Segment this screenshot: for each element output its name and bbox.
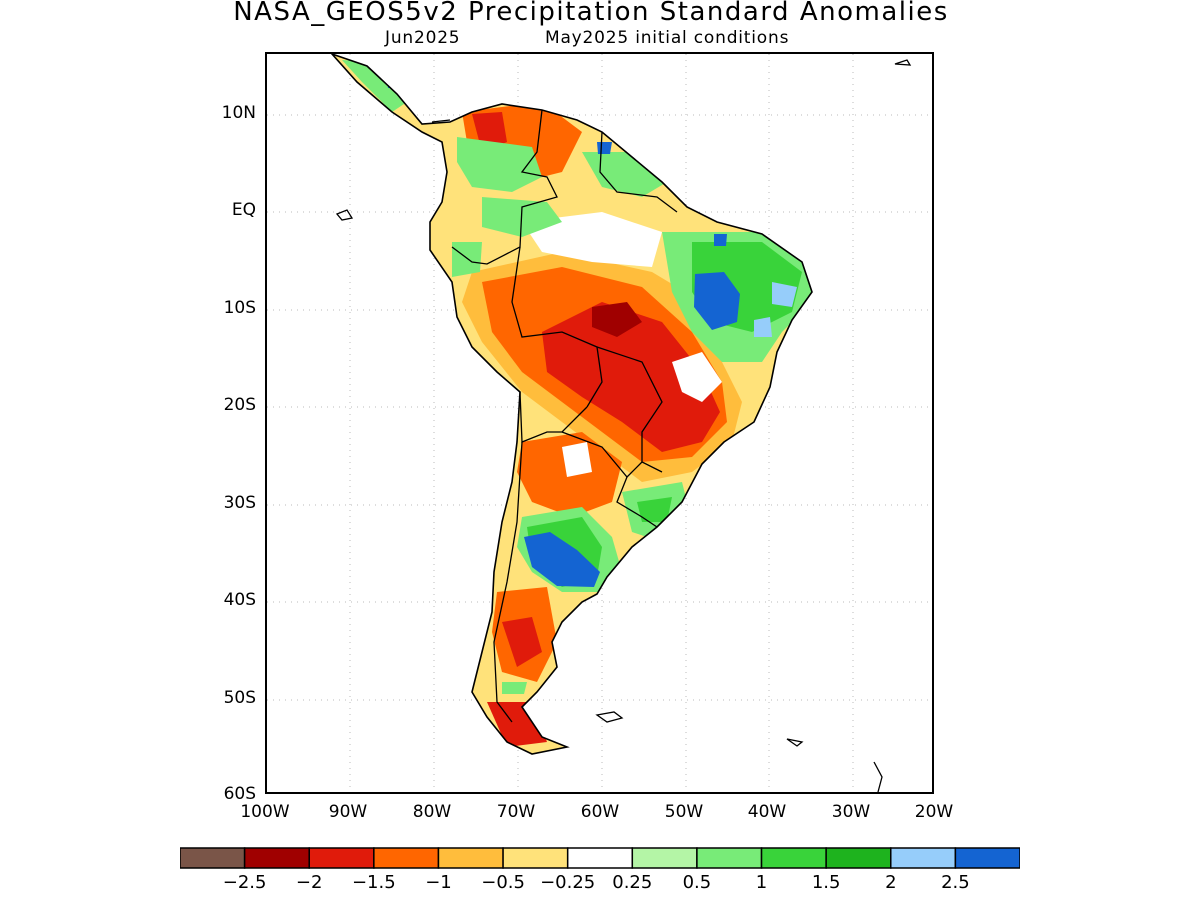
- lon-label-70w: 70W: [496, 802, 536, 822]
- colorbar-swatch-2: [308, 847, 375, 869]
- lat-label-30s: 30S: [223, 493, 256, 513]
- colorbar-swatch-10: [825, 847, 892, 869]
- colorbar: [180, 847, 1020, 869]
- very-wet-pampas: [524, 532, 600, 587]
- very-wet-northeast: [694, 272, 740, 330]
- lat-label-40s: 40S: [223, 590, 256, 610]
- wet-region-central-america: [342, 60, 407, 112]
- chart-title: NASA_GEOS5v2 Precipitation Standard Anom…: [233, 0, 949, 27]
- map-panel: [265, 52, 934, 794]
- country-borders: [451, 109, 678, 723]
- lat-label-10n: 10N: [221, 103, 256, 123]
- lat-label-20s: 20S: [223, 395, 256, 415]
- colorbar-swatch-3: [373, 847, 440, 869]
- colorbar-swatch-0: [180, 847, 246, 869]
- lon-label-60w: 60W: [580, 802, 620, 822]
- colorbar-label-4: −0.5: [481, 872, 525, 893]
- lon-label-40w: 40W: [747, 802, 787, 822]
- lon-label-50w: 50W: [664, 802, 704, 822]
- colorbar-label-8: 1: [755, 872, 768, 893]
- colorbar-swatch-7: [631, 847, 698, 869]
- colorbar-swatch-9: [760, 847, 827, 869]
- lat-label-eq: EQ: [231, 200, 256, 220]
- colorbar-swatch-5: [502, 847, 569, 869]
- lon-label-80w: 80W: [412, 802, 452, 822]
- lon-label-100w: 100W: [240, 802, 290, 822]
- lon-label-30w: 30W: [831, 802, 871, 822]
- colorbar-label-7: 0.5: [682, 872, 712, 893]
- anomaly-map: [267, 54, 932, 792]
- colorbar-label-10: 2: [885, 872, 897, 893]
- lat-label-10s: 10S: [223, 298, 256, 318]
- colorbar-label-6: 0.25: [612, 872, 653, 893]
- colorbar-swatches: [180, 847, 1020, 869]
- colorbar-swatch-11: [890, 847, 957, 869]
- colorbar-swatch-6: [566, 847, 634, 869]
- wet-region-colombia: [457, 137, 542, 192]
- colorbar-swatch-12: [954, 847, 1020, 869]
- colorbar-swatch-1: [243, 847, 310, 869]
- neutral-amazon: [522, 212, 662, 267]
- lon-label-20w: 20W: [914, 802, 954, 822]
- colorbar-label-9: 1.5: [811, 872, 841, 893]
- colorbar-label-0: −2.5: [222, 872, 267, 893]
- lat-label-50s: 50S: [223, 688, 256, 708]
- lon-label-90w: 90W: [328, 802, 368, 822]
- colorbar-label-5: −0.25: [540, 872, 596, 893]
- colorbar-label-1: −2: [295, 872, 323, 893]
- colorbar-label-11: 2.5: [941, 872, 970, 893]
- colorbar-label-2: −1.5: [351, 872, 396, 893]
- islands: [335, 59, 912, 792]
- dry-spot-mato-grosso: [592, 302, 642, 337]
- lat-label-60s: 60S: [223, 784, 256, 804]
- colorbar-swatch-4: [437, 847, 504, 869]
- forecast-month: Jun2025: [385, 28, 461, 48]
- colorbar-swatch-8: [696, 847, 763, 869]
- initial-conditions: May2025 initial conditions: [545, 28, 790, 48]
- dry-region-intense: [542, 302, 720, 452]
- colorbar-label-3: −1: [425, 872, 452, 893]
